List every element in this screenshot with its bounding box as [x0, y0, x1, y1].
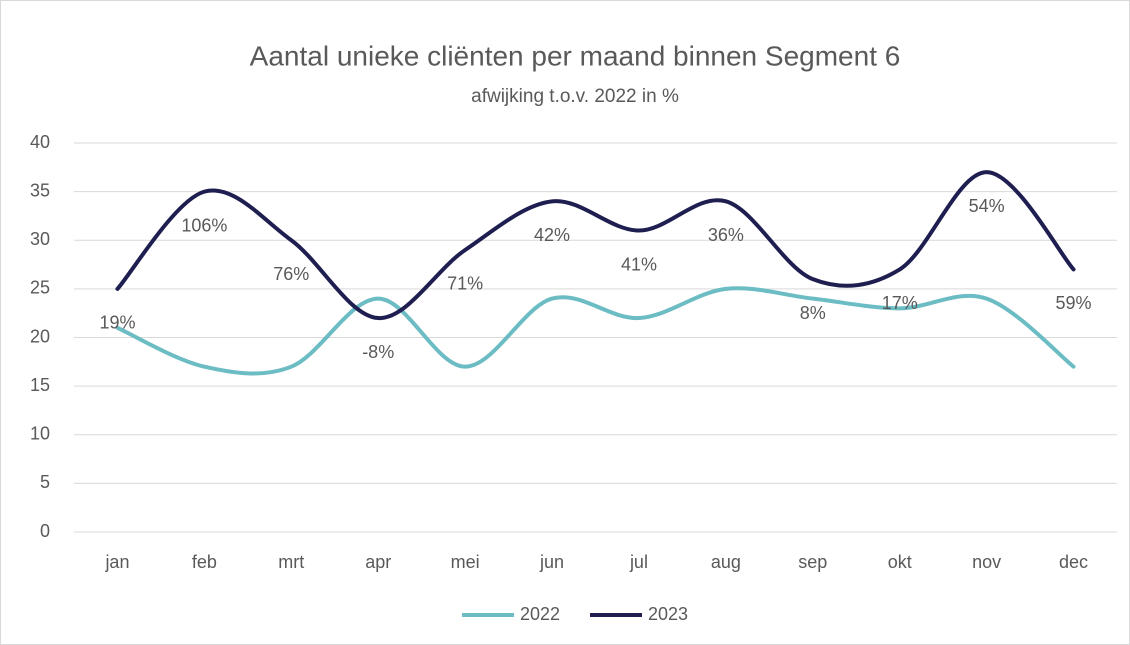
x-tick-label: feb [192, 552, 217, 572]
data-annotation: 76% [273, 264, 309, 284]
data-annotation: 8% [800, 303, 826, 323]
legend-label: 2023 [648, 604, 688, 624]
y-tick-label: 15 [30, 375, 50, 395]
x-tick-label: jan [104, 552, 129, 572]
x-tick-label: mrt [278, 552, 304, 572]
x-tick-label: jun [539, 552, 564, 572]
chart-title: Aantal unieke cliënten per maand binnen … [250, 40, 901, 71]
legend-label: 2022 [520, 604, 560, 624]
y-tick-label: 40 [30, 132, 50, 152]
y-tick-label: 20 [30, 326, 50, 346]
line-series [115, 170, 1076, 321]
y-tick-label: 25 [30, 278, 50, 298]
x-tick-label: mei [451, 552, 480, 572]
data-annotation: 71% [447, 274, 483, 294]
data-annotation: 106% [181, 215, 227, 235]
y-tick-label: 5 [40, 472, 50, 492]
y-tick-label: 10 [30, 424, 50, 444]
chart-subtitle: afwijking t.o.v. 2022 in % [471, 86, 679, 107]
y-tick-label: 35 [30, 180, 50, 200]
data-annotation: 54% [969, 196, 1005, 216]
x-tick-label: nov [972, 552, 1001, 572]
data-annotation: 17% [882, 293, 918, 313]
x-tick-label: okt [888, 552, 912, 572]
x-tick-label: apr [365, 552, 391, 572]
data-annotation: -8% [362, 342, 394, 362]
y-tick-label: 0 [40, 521, 50, 541]
x-tick-label: jul [629, 552, 648, 572]
x-tick-label: aug [711, 552, 741, 572]
data-annotation: 19% [99, 313, 135, 333]
data-annotation: 59% [1056, 293, 1092, 313]
data-annotation: 42% [534, 225, 570, 245]
data-annotation: 41% [621, 254, 657, 274]
line-series [115, 286, 1076, 376]
y-tick-label: 30 [30, 229, 50, 249]
x-tick-label: sep [798, 552, 827, 572]
data-annotation: 36% [708, 225, 744, 245]
x-tick-label: dec [1059, 552, 1088, 572]
